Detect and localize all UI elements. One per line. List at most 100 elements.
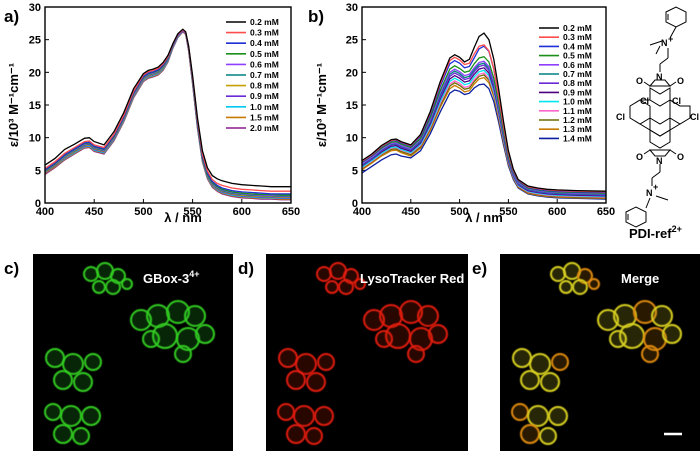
b-legend-label: 0.2 mM (563, 23, 592, 33)
b-ytick-label: 10 (346, 133, 358, 145)
panel-c-cell (121, 278, 133, 290)
panel-d-cell (354, 278, 366, 290)
a-xtick-label: 450 (85, 206, 103, 218)
panel-d-cell (314, 406, 334, 426)
panel-c-cell (73, 372, 93, 392)
panel-d-cell (295, 353, 317, 375)
b-series-line-0 (361, 32, 607, 192)
panel-d-cells (277, 262, 448, 445)
a-xtick-label: 500 (134, 206, 152, 218)
panel-d-cell (293, 405, 315, 427)
panel-c-image: c) GBox-34+ (4, 254, 233, 451)
a-ytick-label: 10 (29, 133, 41, 145)
b-ytick-label: 0 (352, 198, 358, 210)
core-ring-1 (649, 87, 671, 107)
b-legend-label: 0.9 mM (563, 87, 592, 97)
panel-d-letter: d) (238, 259, 254, 278)
a-xtick-label: 600 (233, 206, 251, 218)
panel-c-cell (45, 348, 65, 368)
panel-e-cell (527, 405, 549, 427)
top-imide-n: N (656, 72, 663, 82)
panel-a-frame (44, 6, 292, 204)
panel-c-cell (142, 330, 160, 348)
panel-d-cell (317, 353, 335, 371)
a-xtick-label: 650 (282, 206, 300, 218)
b-legend-label: 0.4 mM (563, 41, 592, 51)
a-xtick-label: 400 (36, 206, 54, 218)
top-methyl-bond-2 (655, 45, 661, 55)
panel-e-cell (550, 266, 566, 282)
panel-d-cell (325, 280, 339, 294)
top-oxygen-right: O (677, 76, 684, 86)
b-ytick-label: 15 (346, 100, 358, 112)
top-ammonium-n: N (661, 38, 668, 48)
b-series-line-9 (361, 72, 607, 198)
bottom-imide (648, 149, 672, 157)
a-legend-label: 0.9 mM (250, 91, 279, 101)
top-imide (648, 79, 672, 87)
a-legend-label: 1.0 mM (250, 102, 279, 112)
b-legend-label: 0.6 mM (563, 60, 592, 70)
panel-a-chart: a) ε/10³ M⁻¹cm⁻¹ λ / nm 400 450 500 550 600 6… (4, 2, 300, 225)
top-chain-bond-2 (659, 57, 669, 65)
panel-c-cell (53, 424, 73, 444)
top-ammonium-plus: + (668, 34, 673, 44)
b-ytick-label: 30 (346, 2, 358, 14)
panel-c-cell (83, 266, 99, 282)
panel-d-cell (286, 370, 306, 390)
a-ytick-label: 15 (29, 100, 41, 112)
panel-d-cell (306, 372, 326, 392)
bottom-methyl-bond (655, 195, 669, 201)
panel-d-cell (305, 427, 323, 445)
panel-d-cell (277, 403, 295, 421)
chlorine-4: Cl (690, 112, 699, 122)
pdi-ref-structure (625, 6, 691, 228)
panel-d-cell (316, 266, 332, 282)
b-legend-label: 0.5 mM (563, 51, 592, 61)
panel-c-title: GBox-34+ (143, 269, 200, 286)
panel-b-frame (361, 6, 607, 204)
panel-e-cell (588, 278, 600, 290)
panel-e-image: e) Merge (472, 254, 700, 451)
b-series-line-11 (361, 76, 607, 200)
panel-c-cell (44, 403, 62, 421)
panel-c-cell (81, 406, 101, 426)
panel-d-cell (338, 279, 354, 295)
bottom-carbonyl-right (669, 149, 677, 155)
panel-e-title: Merge (621, 271, 659, 286)
panel-a-series (44, 28, 291, 201)
panel-c-cell (84, 353, 102, 371)
panel-c-letter: c) (4, 259, 19, 278)
b-xtick-label: 550 (499, 206, 517, 218)
b-ytick-label: 25 (346, 35, 358, 47)
chlorine-2: Cl (672, 96, 681, 106)
panel-c-cell (92, 280, 106, 294)
panel-c-cell (184, 305, 206, 327)
top-carbonyl-right (669, 81, 677, 87)
a-legend-label: 0.8 mM (250, 81, 279, 91)
b-legend-label: 1.2 mM (563, 115, 592, 125)
a-legend-label: 0.6 mM (250, 59, 279, 69)
panel-c-cells (44, 262, 215, 445)
panel-d-cell (286, 424, 306, 444)
panel-c-cell (105, 279, 121, 295)
b-series-line-12 (361, 83, 607, 200)
panel-b-ylabel: ε/10³ M⁻¹cm⁻¹ (314, 63, 329, 147)
panel-d-cell (407, 345, 425, 363)
b-series-line-7 (361, 67, 607, 197)
b-legend-label: 1.0 mM (563, 97, 592, 107)
a-legend-label: 1.5 mM (250, 112, 279, 122)
b-legend-label: 1.4 mM (563, 133, 592, 143)
panel-c-cell (62, 353, 84, 375)
panel-d-image: d) LysoTracker Red (238, 254, 468, 451)
b-xtick-label: 450 (402, 206, 420, 218)
bottom-ammonium-plus: + (653, 182, 658, 192)
panel-e-cell (520, 424, 540, 444)
panel-a-ylabel: ε/10³ M⁻¹cm⁻¹ (6, 63, 21, 147)
top-benzyl-bond (669, 26, 677, 39)
b-ytick-label: 5 (352, 165, 358, 177)
panel-d-cell (428, 324, 448, 344)
panel-e-letter: e) (472, 259, 487, 278)
pdi-ref-name: PDI-ref (629, 226, 672, 241)
top-methyl-bond (649, 40, 663, 46)
